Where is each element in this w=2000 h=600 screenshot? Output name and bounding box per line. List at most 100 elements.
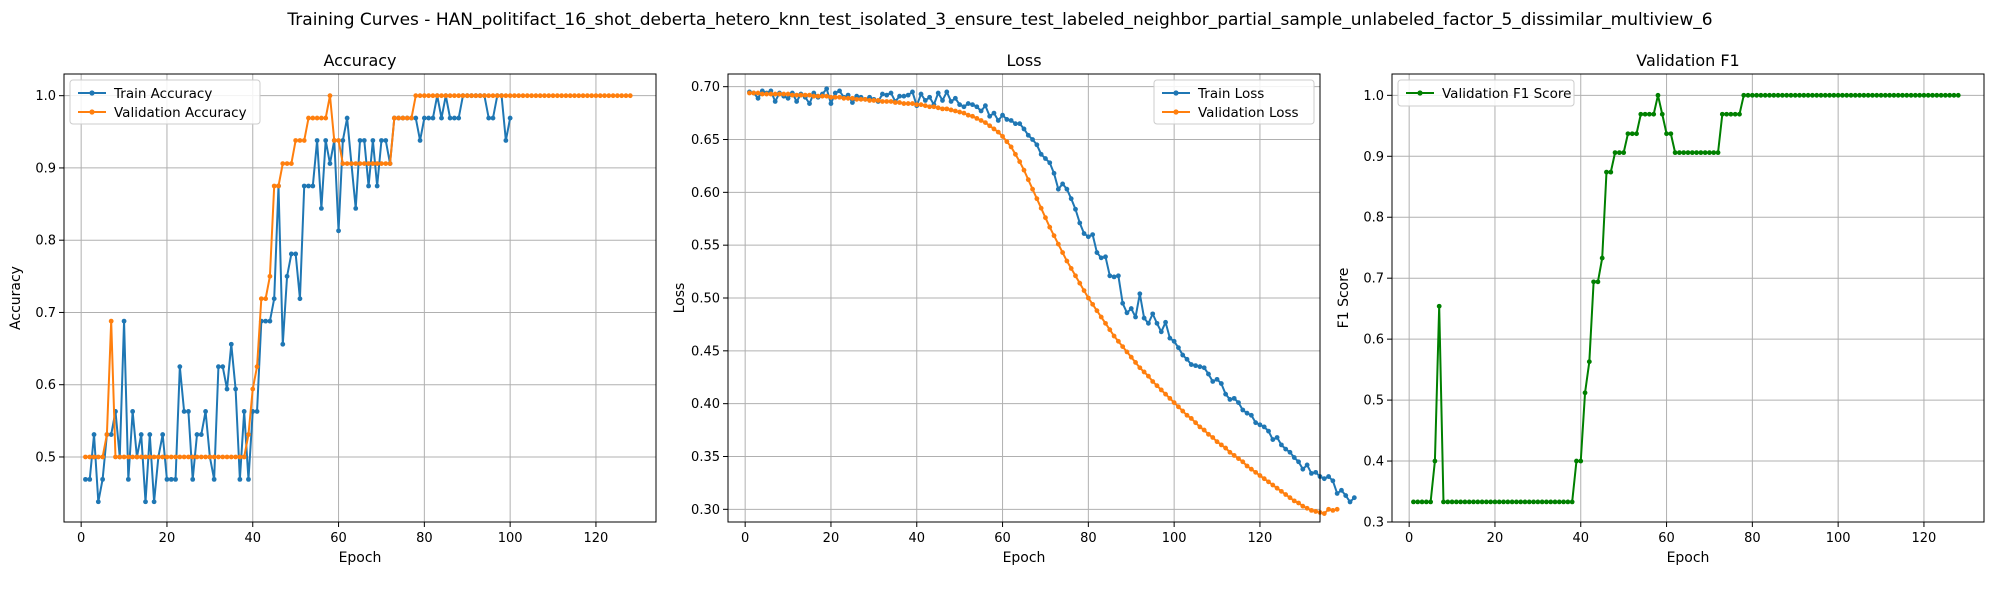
data-point [1115,338,1121,344]
data-point [1762,92,1768,98]
data-point [417,138,423,143]
data-point [978,118,984,123]
data-point [1193,420,1198,426]
data-point [1184,412,1190,418]
data-point [948,107,954,113]
x-tick-label: 100 [1162,531,1187,546]
data-point [254,409,260,414]
x-axis-label: Epoch [339,550,382,566]
data-point [1223,445,1229,451]
series-validation-loss [747,90,1340,516]
data-point [922,98,928,103]
legend: Validation F1 Score [1397,79,1575,107]
data-point [1865,92,1871,98]
data-point [1068,266,1074,271]
data-point [965,101,971,106]
data-point [880,99,885,104]
series-validation-f1-score [1411,92,1961,505]
data-point [1822,92,1828,98]
data-point [361,161,367,167]
data-point [486,115,492,121]
data-point [1737,111,1742,117]
data-point [301,138,307,143]
data-point [143,499,148,505]
data-point [1483,499,1489,505]
data-point [1685,150,1691,156]
data-point [473,93,479,99]
data-point [910,101,915,106]
grid [1392,74,1984,523]
y-tick-label: 0.9 [35,161,56,176]
data-point [323,115,329,121]
data-point [1827,92,1832,98]
data-point [1334,491,1340,496]
data-point [567,93,573,99]
data-point [1158,387,1164,393]
data-point [1330,478,1336,484]
data-point [1544,499,1549,505]
data-point [610,93,616,99]
data-point [1150,311,1156,317]
data-point [1844,92,1850,98]
panel-loss: 0 20 40 60 80 100 120 0.30 0.35 0.40 0.45 0.50 0.55 0… [672,51,1357,566]
data-point [293,138,299,143]
data-point [1030,186,1035,192]
data-point [1214,439,1220,445]
data-point [995,129,1001,135]
data-point [991,126,997,132]
data-point [1925,92,1931,98]
data-point [1094,250,1100,255]
data-point [1313,469,1319,475]
data-point [1612,150,1618,156]
data-point [802,92,808,98]
data-point [413,93,419,99]
data-point [160,454,166,460]
x-tick-label: 40 [908,531,925,546]
data-point [503,138,509,143]
data-point [794,92,800,98]
data-point [1257,422,1263,428]
data-point [1488,499,1494,505]
data-point [1176,404,1181,410]
data-point [807,101,812,106]
data-point [173,454,178,460]
data-point [301,183,307,189]
data-point [888,90,894,96]
y-tick-label: 0.5 [35,450,56,465]
data-point [314,115,320,121]
data-point [1296,459,1301,465]
data-point [121,454,127,460]
y-tick-label: 0.8 [1363,211,1384,226]
data-point [456,93,462,99]
data-point [1321,511,1327,516]
data-point [1951,92,1957,98]
legend-entry: Validation Accuracy [78,105,247,121]
data-point [1518,499,1524,505]
y-tick-label: 0.40 [691,397,720,412]
data-point [271,296,277,302]
data-point [1677,150,1682,156]
data-point [151,454,157,460]
data-point [1441,499,1446,505]
data-point [1013,151,1018,157]
data-point [1025,132,1031,138]
data-point [164,454,170,460]
data-point [1081,231,1087,236]
data-point [794,99,800,104]
data-point [203,409,208,414]
data-point [177,454,183,460]
data-point [1466,499,1472,505]
data-point [1634,131,1639,137]
data-point [1090,301,1096,307]
data-point [1004,117,1010,122]
data-point [263,296,269,302]
data-point [1694,150,1699,156]
data-point [1831,92,1837,98]
data-point [1180,408,1186,414]
data-point [1094,308,1100,314]
data-point [1060,250,1066,255]
x-axis-label: Epoch [1667,550,1710,566]
data-point [237,454,243,460]
data-point [1253,420,1259,426]
data-point [297,296,303,302]
